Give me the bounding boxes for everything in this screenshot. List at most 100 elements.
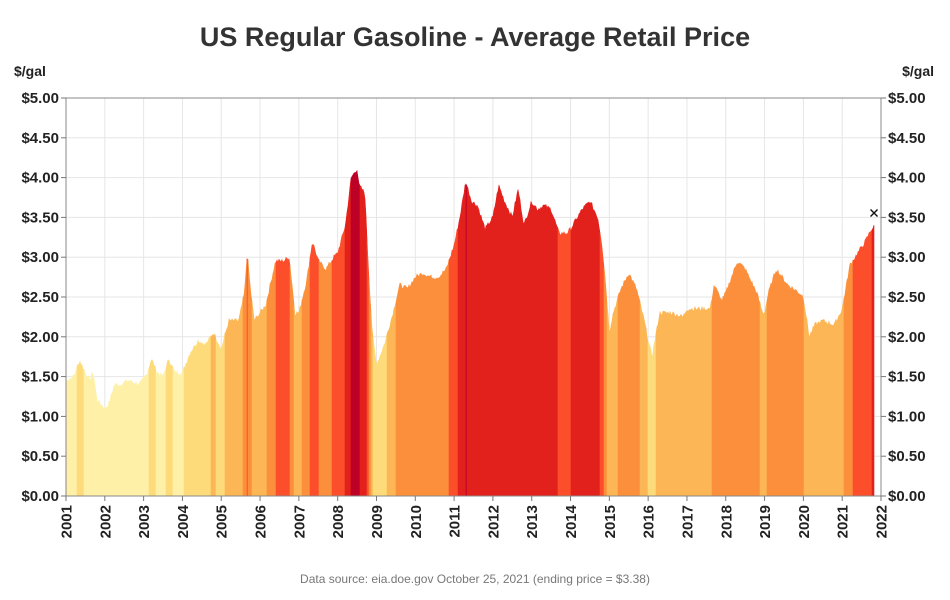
area-segment [557,227,572,497]
x-tick-label: 2020 [796,505,813,538]
area-segment [359,185,368,497]
x-tick-label: 2006 [253,505,270,538]
area-segment [599,232,605,497]
area-segment [647,333,657,497]
x-tick-label: 2015 [602,505,619,538]
x-tick-label: 2005 [214,505,231,538]
area-segment [448,227,459,497]
area-segment [65,366,78,497]
y-tick-label-right: $2.00 [888,329,926,346]
area-segment [639,301,649,497]
y-tick-label-right: $0.00 [888,488,926,505]
y-tick-label-left: $1.50 [21,369,59,386]
x-axis: 2001 2002 2003 2004 2005 2006 2007 2008 2009 2010… [59,504,891,538]
area-segment [309,244,320,497]
y-tick-label-right: $2.50 [888,289,926,306]
end-marker-x-icon [870,208,879,217]
x-tick-label: 2009 [369,505,386,538]
area-segment [372,334,388,497]
area-segment [711,262,761,497]
area-segment [247,259,253,497]
area-segment [318,259,333,497]
y-tick-label-left: $4.50 [21,130,59,147]
y-axis-right: $0.00 $0.50 $1.00 $1.50 $2.00 $2.50 $3.00 $3.50… [888,90,926,505]
chart-title: US Regular Gasoline - Average Retail Pri… [200,22,750,52]
area-segment [759,300,768,497]
x-tick-label: 2022 [874,505,891,538]
area-segment [148,359,157,497]
area-segment [871,225,875,497]
y-tick-label-left: $2.00 [21,329,59,346]
area-segment [172,366,185,497]
y-axis-unit-left: $/gal [14,63,46,79]
y-tick-label-left: $2.50 [21,289,59,306]
y-tick-label-right: $0.50 [888,448,926,465]
area-segment [242,258,248,497]
x-tick-label: 2017 [679,505,696,538]
y-tick-label-right: $3.00 [888,249,926,266]
axis-ticks [61,97,886,501]
y-axis-left: $0.00 $0.50 $1.00 $1.50 $2.00 $2.50 $3.00 $3.50… [21,90,59,505]
area-segment [766,269,805,497]
area-segment [617,274,641,497]
area-segment [215,333,226,497]
area-segment [386,302,397,497]
x-tick-label: 2007 [291,505,308,538]
area-segment [76,360,85,497]
area-segment [210,333,217,497]
x-tick-label: 2013 [524,505,541,538]
x-tick-label: 2019 [757,505,774,538]
area-segment [331,227,346,497]
area-segment [395,259,450,497]
y-tick-label-right: $4.00 [888,170,926,187]
y-tick-label-right: $1.00 [888,408,926,425]
area-segment [606,296,619,497]
x-tick-label: 2014 [563,504,580,538]
end-marker [870,208,879,217]
area-segment [266,261,277,497]
area-segment [183,335,212,497]
area-segment [843,259,854,497]
y-tick-label-left: $1.00 [21,408,59,425]
x-tick-label: 2012 [485,505,502,538]
y-tick-label-left: $3.00 [21,249,59,266]
footer-source: Data source: eia.doe.gov October 25, 202… [300,572,650,586]
area-segment [344,178,352,497]
y-tick-label-left: $3.50 [21,209,59,226]
area-segment [301,257,311,497]
area-segment [852,229,873,497]
x-tick-label: 2010 [408,505,425,538]
y-tick-label-left: $0.50 [21,448,59,465]
x-tick-label: 2002 [97,505,114,538]
y-tick-label-right: $1.50 [888,369,926,386]
area-segment [224,297,244,497]
area-segment [289,265,295,497]
area-segment [570,201,601,497]
x-tick-label: 2018 [718,505,735,538]
area-segment [165,359,174,497]
x-tick-label: 2004 [175,504,192,538]
x-tick-label: 2011 [447,505,464,538]
y-tick-label-right: $3.50 [888,209,926,226]
area-segment [83,367,150,497]
area-segment [251,299,268,497]
x-tick-label: 2016 [641,505,658,538]
y-tick-label-left: $4.00 [21,170,59,187]
y-tick-label-left: $5.00 [21,90,59,107]
area-segment [466,184,559,497]
area-segment [275,256,291,497]
y-tick-label-right: $5.00 [888,90,926,107]
area-segment [603,267,608,497]
price-area [65,169,875,497]
x-tick-label: 2001 [59,505,76,538]
y-tick-label-left: $0.00 [21,488,59,505]
y-axis-unit-right: $/gal [902,63,934,79]
area-segment [293,300,303,497]
y-tick-label-right: $4.50 [888,130,926,147]
x-tick-label: 2003 [136,505,153,538]
area-segment [457,183,467,497]
area-segment [155,368,167,497]
area-segment [803,298,845,497]
x-tick-label: 2008 [330,505,347,538]
